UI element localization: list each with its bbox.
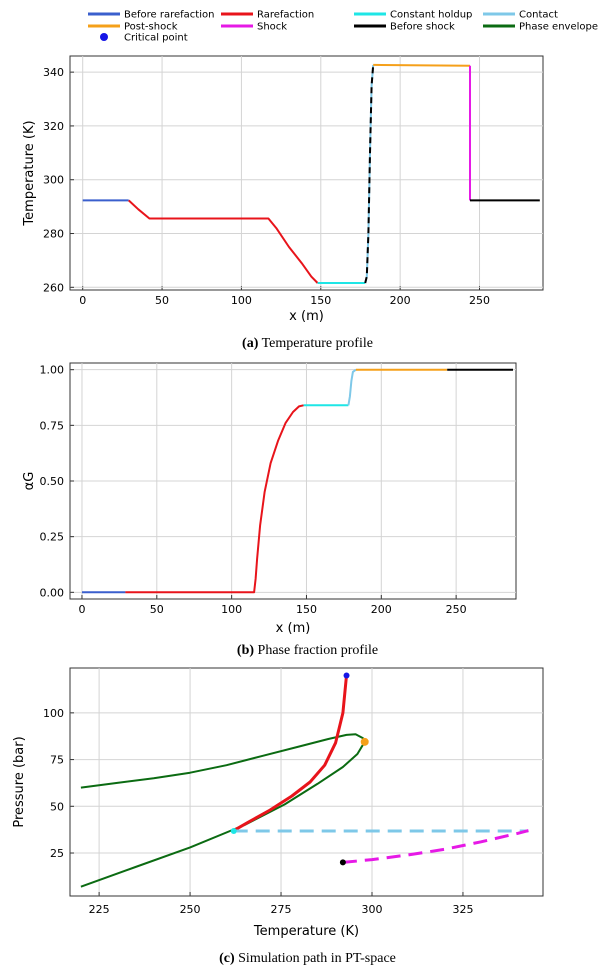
grid <box>70 56 543 290</box>
x-tick-label: 225 <box>89 903 110 916</box>
caption-c-tag: (c) <box>219 951 235 966</box>
caption-c: (c) Simulation path in PT-space <box>0 951 615 967</box>
caption-b-text: Phase fraction profile <box>257 643 379 658</box>
legend-item-before-rarefaction: Before rarefaction <box>88 10 214 21</box>
y-tick-label: 100 <box>43 707 64 720</box>
y-tick-label: 0.75 <box>40 419 65 432</box>
x-tick-label: 150 <box>296 603 317 616</box>
series-line-rarefaction <box>128 199 319 284</box>
x-tick-label: 0 <box>78 603 85 616</box>
y-tick-label: 0.00 <box>40 586 65 599</box>
y-tick-label: 340 <box>43 66 64 79</box>
marker-critical-point <box>343 672 350 679</box>
plot-area <box>69 55 544 291</box>
y-tick-label: 280 <box>43 228 64 241</box>
legend-label: Contact <box>519 10 558 21</box>
legend-label: Shock <box>257 22 287 33</box>
x-tick-label: 275 <box>271 903 292 916</box>
caption-b: (b) Phase fraction profile <box>0 643 615 659</box>
legend-label: Rarefaction <box>257 10 314 21</box>
phase-fraction-chart: 0 50 100 150 200 250 0.00 0.25 0.50 0.75 1.00 x (m)… <box>22 362 517 636</box>
series-group <box>82 368 513 594</box>
series-line-rarefaction <box>232 675 348 832</box>
series-line-shock <box>342 829 529 864</box>
caption-c-text: Simulation path in PT-space <box>238 951 396 966</box>
x-tick-label: 0 <box>79 294 86 307</box>
x-axis-label: Temperature (K) <box>253 924 359 939</box>
caption-a-tag: (a) <box>242 336 259 351</box>
marker-constant-holdup <box>230 827 237 834</box>
legend-item-rarefaction: Rarefaction <box>221 10 314 21</box>
legend-label: Before shock <box>390 22 455 33</box>
legend-item-post-shock: Post-shock <box>88 22 178 33</box>
legend-item-before-shock: Before shock <box>354 22 455 33</box>
series-group <box>82 63 540 284</box>
legend-item-phase-envelope: Phase envelope <box>483 22 598 33</box>
plot-area <box>69 667 544 897</box>
x-tick-label: 250 <box>180 903 201 916</box>
x-tick-label: 200 <box>390 294 411 307</box>
x-tick-label: 200 <box>371 603 392 616</box>
legend-item-constant-holdup: Constant holdup <box>354 10 472 21</box>
marker-post-shock <box>360 737 369 746</box>
x-tick-label: 50 <box>155 294 169 307</box>
grid <box>70 668 543 896</box>
temperature-chart: 0 50 100 150 200 250 260 280 300 320 340 x (m) Tempe… <box>22 55 544 324</box>
caption-a: (a) Temperature profile <box>0 336 615 352</box>
x-tick-label: 100 <box>231 294 252 307</box>
legend-label: Critical point <box>124 33 188 44</box>
x-tick-label: 325 <box>452 903 473 916</box>
series-group <box>80 672 529 888</box>
legend: Before rarefaction Rarefaction Constant ho… <box>88 10 598 44</box>
legend-label: Phase envelope <box>519 22 598 33</box>
series-line-post-shock <box>373 63 471 67</box>
y-axis-label: Temperature (K) <box>22 120 37 226</box>
y-tick-label: 260 <box>43 281 64 294</box>
series-line-rarefaction <box>125 404 304 594</box>
caption-a-text: Temperature profile <box>261 336 373 351</box>
x-tick-label: 250 <box>446 603 467 616</box>
y-tick-label: 0.25 <box>40 531 65 544</box>
series-line-contact <box>347 368 357 406</box>
marker-before-shock <box>339 859 346 866</box>
legend-label: Before rarefaction <box>124 10 214 21</box>
x-tick-label: 250 <box>469 294 490 307</box>
x-tick-label: 100 <box>221 603 242 616</box>
y-tick-label: 1.00 <box>40 364 65 377</box>
series-line-before-shock <box>364 64 375 284</box>
y-tick-label: 0.50 <box>40 475 65 488</box>
y-axis-label: αG <box>22 472 37 491</box>
legend-swatch <box>100 33 108 41</box>
x-tick-label: 150 <box>310 294 331 307</box>
x-tick-label: 300 <box>361 903 382 916</box>
legend-label: Post-shock <box>124 22 178 33</box>
x-axis-label: x (m) <box>276 621 311 636</box>
x-axis-label: x (m) <box>289 309 324 324</box>
x-tick-label: 50 <box>150 603 164 616</box>
legend-item-critical-point: Critical point <box>100 33 188 44</box>
legend-item-contact: Contact <box>483 10 558 21</box>
y-tick-label: 300 <box>43 174 64 187</box>
pt-space-chart: 225 250 275 300 325 25 50 75 100 Temperature (K) P… <box>12 667 544 939</box>
y-tick-label: 25 <box>50 847 64 860</box>
y-tick-label: 75 <box>50 754 64 767</box>
y-axis-label: Pressure (bar) <box>12 736 27 827</box>
y-tick-label: 50 <box>50 800 64 813</box>
legend-label: Constant holdup <box>390 10 472 21</box>
caption-b-tag: (b) <box>236 643 255 658</box>
y-tick-label: 320 <box>43 120 64 133</box>
legend-item-shock: Shock <box>221 22 287 33</box>
